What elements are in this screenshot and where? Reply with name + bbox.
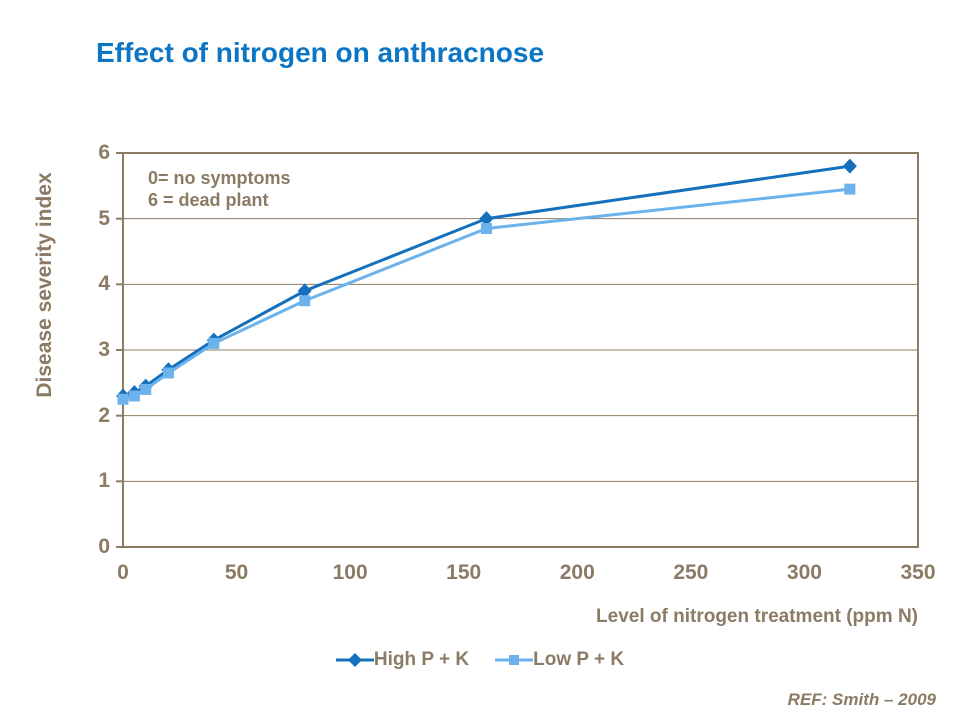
data-point-square [162, 367, 174, 379]
x-tick-label: 200 [559, 561, 595, 584]
y-tick-label: 0 [98, 535, 110, 558]
data-point-square [480, 223, 492, 235]
data-point-diamond [842, 158, 857, 174]
legend-square-icon [495, 655, 534, 665]
data-point-square [117, 393, 129, 405]
x-axis-title: Level of nitrogen treatment (ppm N) [596, 606, 918, 627]
data-point-diamond [161, 362, 176, 378]
annotation-line-2: 6 = dead plant [148, 190, 269, 210]
data-point-square [128, 390, 140, 402]
y-tick-label: 3 [98, 338, 110, 361]
y-tick-label: 4 [98, 272, 110, 296]
data-point-diamond [297, 283, 312, 299]
x-tick-label: 0 [117, 561, 129, 584]
y-tick-label: 2 [98, 403, 110, 427]
legend-label: High P + K [373, 649, 470, 670]
legend-item: High P + K [335, 649, 470, 670]
y-tick-label: 6 [98, 141, 110, 164]
legend-item: Low P + K [495, 650, 624, 670]
y-tick-label: 5 [98, 206, 110, 230]
data-point-diamond [206, 332, 221, 348]
data-point-square [140, 383, 152, 395]
reference-citation: REF: Smith – 2009 [787, 690, 936, 709]
data-point-diamond [479, 211, 494, 227]
x-tick-label: 100 [332, 561, 368, 584]
plot-frame [122, 152, 919, 548]
data-point-diamond [127, 385, 142, 401]
scale-annotation: 0= no symptoms 6 = dead plant [148, 167, 291, 211]
data-point-diamond [116, 388, 130, 404]
x-tick-label: 150 [446, 561, 482, 584]
annotation-line-1: 0= no symptoms [148, 168, 291, 188]
series-line-1 [122, 187, 851, 401]
x-tick-label: 250 [673, 561, 709, 584]
x-tick-label: 50 [224, 561, 249, 584]
legend-label: Low P + K [533, 649, 625, 670]
y-axis-title: Disease severity index [33, 172, 56, 398]
legend-diamond-icon [335, 653, 374, 667]
data-point-square [299, 295, 311, 307]
data-point-diamond [138, 378, 153, 394]
x-tick-label: 300 [786, 561, 822, 584]
data-point-square [208, 337, 220, 349]
x-tick-label: 350 [900, 561, 936, 584]
data-point-square [844, 183, 856, 195]
y-tick-label: 1 [98, 469, 110, 493]
chart-legend: High P + K Low P + K [0, 650, 960, 670]
chart-title: Effect of nitrogen on anthracnose [96, 37, 545, 68]
